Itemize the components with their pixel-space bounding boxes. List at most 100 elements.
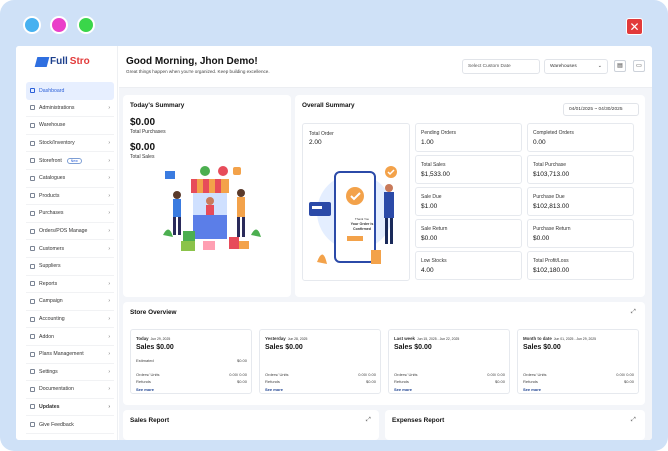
orders-units-value: 0.00/ 0.00 (229, 372, 247, 377)
date-range-input[interactable]: 04/01/2025 ~ 04/30/2025 (563, 103, 639, 116)
todays-summary-title: Today's Summary (130, 102, 185, 109)
logo[interactable]: Full Stro (34, 56, 90, 67)
custom-date-input[interactable]: Select Custom Date (462, 59, 540, 74)
sidebar-item-plans-management[interactable]: Plans Management › (26, 346, 114, 364)
period-date: Jun 01, 2025 - Jun 29, 2025 (553, 337, 597, 341)
warehouse-icon (30, 122, 35, 128)
summary-tile: Total Sales $1,533.00 (415, 155, 522, 184)
sidebar-item-label: Suppliers (39, 263, 61, 270)
refunds-value: $0.00 (236, 379, 247, 384)
screen-icon[interactable]: ▭ (633, 60, 645, 72)
sidebar-item-label: Warehouse (39, 122, 66, 129)
sidebar-item-label: Settings (39, 368, 58, 375)
summary-tile-value: $1,533.00 (421, 171, 450, 178)
sidebar-item-catalogues[interactable]: Catalogues › (26, 170, 114, 188)
total-order-panel: Total Order 2.00 (302, 123, 410, 281)
period-sales: Sales $0.00 (136, 344, 174, 351)
sidebar-item-label: Purchases (39, 210, 64, 217)
period-name: Today (136, 336, 149, 341)
orders-units-row: Orders/ Units 0.00/ 0.00 (523, 372, 634, 377)
orders-units-label: Orders/ Units (394, 372, 418, 377)
refunds-label: Refunds (523, 379, 538, 384)
logo-text-right: Stro (69, 56, 90, 67)
expand-icon[interactable]: ⤢ (366, 417, 371, 423)
sidebar-item-administrations[interactable]: Administrations › (26, 100, 114, 118)
sidebar-item-storefront[interactable]: Storefront New › (26, 152, 114, 170)
sidebar-item-label: Campaign (39, 298, 63, 305)
sidebar-item-accounting[interactable]: Accounting › (26, 311, 114, 329)
summary-tile-value: $102,813.00 (533, 203, 570, 210)
shop-illustration (163, 166, 261, 251)
feedback-icon (30, 422, 35, 428)
traffic-light-pink[interactable] (50, 16, 68, 34)
sales-report-title: Sales Report (130, 417, 170, 424)
overall-summary-title: Overall Summary (302, 102, 355, 109)
store-overview-title: Store Overview (130, 309, 177, 316)
period-header: Last week Jun 15, 2025 - Jun 22, 2025 (394, 336, 459, 341)
chevron-right-icon: › (108, 298, 110, 305)
sidebar-item-reports[interactable]: Reports › (26, 276, 114, 294)
sidebar-item-warehouse[interactable]: Warehouse (26, 117, 114, 135)
sidebar-item-products[interactable]: Products › (26, 188, 114, 206)
summary-tile-label: Purchase Return (533, 226, 571, 232)
plans-icon (30, 351, 35, 357)
sidebar-item-documentation[interactable]: Documentation › (26, 381, 114, 399)
chevron-right-icon: › (108, 386, 110, 393)
sidebar-item-orders-pos-manage[interactable]: Orders/POS Manage › (26, 223, 114, 241)
sidebar-item-dashboard[interactable]: Dashboard (26, 82, 114, 100)
close-icon[interactable]: ✕ (626, 18, 643, 35)
traffic-light-green[interactable] (77, 16, 95, 34)
summary-tile-label: Sale Return (421, 226, 448, 232)
sidebar-item-stock-inventory[interactable]: Stock/Inventory › (26, 135, 114, 153)
expand-icon[interactable]: ⤢ (631, 417, 636, 423)
see-more-link[interactable]: See more (265, 387, 284, 392)
sidebar-item-campaign[interactable]: Campaign › (26, 293, 114, 311)
store-period-tile: Last week Jun 15, 2025 - Jun 22, 2025 Sale… (388, 329, 510, 394)
summary-tile-value: 0.00 (533, 139, 546, 146)
sidebar-item-suppliers[interactable]: Suppliers (26, 258, 114, 276)
phone-confirmed-text: Your Order is Confirmed (350, 221, 374, 231)
see-more-link[interactable]: See more (523, 387, 542, 392)
chevron-right-icon: › (108, 280, 110, 287)
expand-icon[interactable]: ⤢ (631, 309, 636, 315)
summary-tile: Purchase Return $0.00 (527, 219, 634, 248)
see-more-link[interactable]: See more (136, 387, 155, 392)
sidebar-item-give-feedback[interactable]: Give Feedback (26, 416, 114, 434)
reports-icon (30, 281, 35, 287)
summary-tile-value: $0.00 (421, 235, 438, 242)
sidebar: Full Stro Dashboard Administrations › Wareho… (16, 46, 118, 440)
customers-icon (30, 246, 35, 252)
calculator-icon[interactable]: ▤ (614, 60, 626, 72)
refunds-value: $0.00 (365, 379, 376, 384)
orders-units-row: Orders/ Units 0.00/ 0.00 (265, 372, 376, 377)
store-period-tile: Month to date Jun 01, 2025 - Jun 29, 2025… (517, 329, 639, 394)
sidebar-item-purchases[interactable]: Purchases › (26, 205, 114, 223)
chevron-right-icon: › (108, 140, 110, 147)
summary-tile: Completed Orders 0.00 (527, 123, 634, 152)
overall-summary-card: Overall Summary 04/01/2025 ~ 04/30/2025 … (295, 95, 645, 297)
period-sales: Sales $0.00 (394, 344, 432, 351)
sidebar-item-settings[interactable]: Settings › (26, 364, 114, 382)
sidebar-item-addon[interactable]: Addon › (26, 328, 114, 346)
sidebar-item-updates[interactable]: Updates › (26, 399, 114, 417)
sidebar-item-label: Give Feedback (39, 421, 74, 428)
warehouse-select-value: Warehouses (550, 64, 577, 69)
sidebar-item-label: Catalogues (39, 175, 66, 182)
catalogue-icon (30, 175, 35, 181)
orders-units-label: Orders/ Units (523, 372, 547, 377)
orders-icon (30, 228, 35, 234)
refunds-row: Refunds $0.00 (136, 379, 247, 384)
expenses-report-title: Expenses Report (392, 417, 445, 424)
traffic-light-blue[interactable] (23, 16, 41, 34)
see-more-link[interactable]: See more (394, 387, 413, 392)
warehouse-select[interactable]: Warehouses ⌄ (544, 59, 608, 74)
summary-tile-label: Total Profit/Loss (533, 258, 569, 264)
period-sales: Sales $0.00 (265, 344, 303, 351)
logo-text-left: Full (50, 56, 68, 67)
todays-summary-card: Today's Summary $0.00 Total Purchases $0… (123, 95, 291, 297)
stock-icon (30, 140, 35, 146)
sidebar-item-customers[interactable]: Customers › (26, 240, 114, 258)
sidebar-item-label: Reports (39, 280, 58, 287)
summary-tile: Pending Orders 1.00 (415, 123, 522, 152)
